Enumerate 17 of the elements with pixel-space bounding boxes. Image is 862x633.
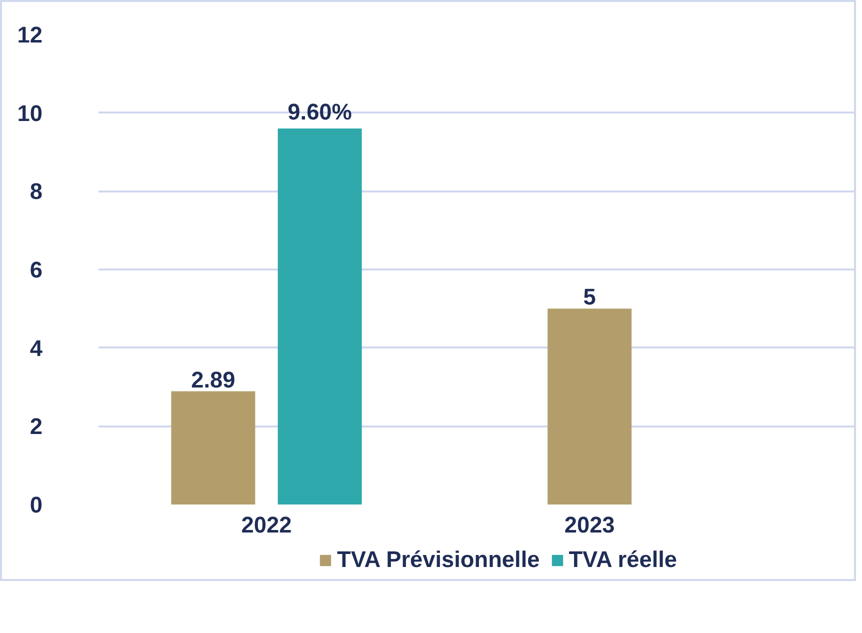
legend-label: TVA réelle [568,546,678,573]
y-tick-label: 12 [17,22,42,48]
x-tick-label: 2023 [564,512,615,538]
y-tick-label: 0 [30,492,43,518]
x-tick-label: 2022 [241,512,292,538]
y-tick-label: 6 [30,256,43,282]
data-label: 2.89 [191,366,236,392]
y-tick-label: 10 [17,100,42,126]
y-tick-label: 2 [30,413,43,440]
data-label: 9.60% [288,98,352,124]
bar [278,128,362,504]
legend-label: TVA Prévisionnelle [337,546,540,573]
bar [171,391,256,504]
bar [548,308,632,504]
data-label: 5 [583,284,596,310]
y-tick-label: 8 [30,178,43,204]
y-tick-label: 4 [30,334,43,361]
